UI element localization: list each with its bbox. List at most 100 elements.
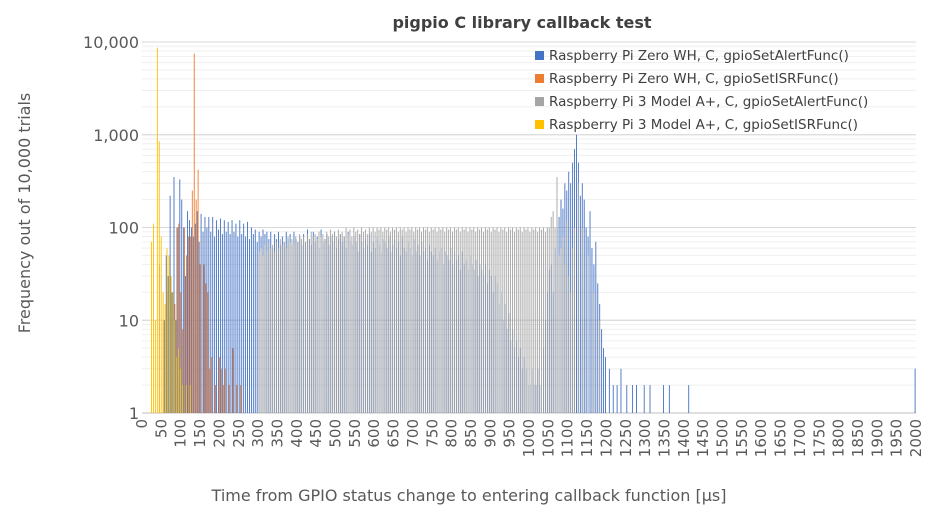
y-tick-label: 10,000 bbox=[83, 33, 139, 52]
bar bbox=[183, 227, 185, 413]
bar bbox=[519, 227, 521, 413]
bar bbox=[169, 195, 171, 413]
bar bbox=[608, 368, 610, 413]
bar bbox=[189, 385, 191, 413]
bar bbox=[249, 239, 250, 413]
x-tick-label: 1350 bbox=[655, 419, 673, 457]
x-tick-label: 1750 bbox=[810, 419, 828, 457]
bar bbox=[206, 227, 208, 413]
x-tick-label: 400 bbox=[288, 419, 306, 448]
x-tick-label: 650 bbox=[385, 419, 403, 448]
bar bbox=[450, 227, 452, 413]
bar bbox=[368, 227, 370, 413]
bar bbox=[208, 216, 210, 413]
bar bbox=[328, 236, 330, 413]
x-tick-label: 850 bbox=[462, 419, 480, 448]
bar bbox=[430, 227, 432, 413]
bar bbox=[521, 231, 523, 413]
bar bbox=[222, 385, 224, 413]
bar bbox=[202, 231, 204, 413]
x-tick-label: 200 bbox=[210, 419, 228, 448]
bar bbox=[428, 231, 430, 413]
bar bbox=[240, 385, 242, 413]
bar bbox=[250, 227, 252, 413]
bar bbox=[195, 199, 197, 413]
bar bbox=[601, 329, 603, 413]
bar bbox=[232, 348, 234, 413]
bar bbox=[552, 211, 554, 413]
bar bbox=[322, 234, 324, 413]
bar bbox=[281, 244, 283, 413]
bar bbox=[471, 229, 473, 413]
bar bbox=[452, 231, 453, 413]
bar bbox=[469, 227, 471, 413]
bar bbox=[215, 385, 216, 413]
bar bbox=[486, 229, 488, 413]
bar bbox=[577, 183, 579, 413]
bar bbox=[335, 236, 337, 413]
bar bbox=[178, 223, 180, 413]
bar bbox=[172, 292, 174, 413]
bar bbox=[366, 234, 368, 413]
bar bbox=[392, 227, 393, 413]
x-tick-label: 250 bbox=[230, 419, 248, 448]
bar bbox=[546, 227, 548, 413]
bar bbox=[164, 303, 166, 413]
bar bbox=[345, 227, 347, 413]
bar bbox=[512, 227, 513, 413]
bar bbox=[566, 220, 568, 413]
bar bbox=[419, 227, 421, 413]
bar bbox=[318, 231, 320, 413]
legend-label-1: Raspberry Pi Zero WH, C, gpioSetISRFunc(… bbox=[549, 71, 839, 87]
bar bbox=[558, 255, 560, 413]
bar bbox=[332, 234, 333, 413]
bar bbox=[475, 231, 477, 413]
bar bbox=[502, 229, 504, 413]
bar bbox=[153, 223, 154, 413]
bar bbox=[156, 47, 158, 413]
bar bbox=[589, 211, 591, 413]
bar bbox=[218, 357, 220, 413]
bar bbox=[384, 227, 386, 413]
bar bbox=[165, 255, 167, 413]
bar bbox=[235, 223, 237, 413]
x-tick-label: 1100 bbox=[559, 419, 577, 457]
y-tick-label: 100 bbox=[108, 219, 139, 238]
bar bbox=[266, 251, 268, 413]
bar bbox=[347, 234, 349, 413]
bar bbox=[163, 320, 165, 413]
bar bbox=[448, 229, 450, 413]
bar bbox=[587, 255, 589, 413]
bar bbox=[564, 264, 566, 413]
bar bbox=[556, 177, 558, 413]
legend-label-2: Raspberry Pi 3 Model A+, C, gpioSetAlert… bbox=[549, 94, 868, 110]
bar bbox=[314, 234, 316, 413]
bar bbox=[184, 227, 186, 413]
bar bbox=[194, 223, 196, 413]
bar bbox=[405, 231, 407, 413]
bar bbox=[496, 227, 498, 413]
bar bbox=[151, 241, 152, 413]
bar bbox=[542, 227, 544, 413]
x-tick-label: 1550 bbox=[733, 419, 751, 457]
bar bbox=[237, 236, 239, 413]
bar bbox=[341, 231, 343, 413]
bar bbox=[247, 221, 248, 413]
bar bbox=[477, 227, 479, 413]
bar bbox=[434, 227, 436, 413]
bar bbox=[576, 134, 577, 413]
bar bbox=[446, 227, 448, 413]
x-tick-label: 1450 bbox=[694, 419, 712, 457]
bar bbox=[223, 220, 225, 413]
x-tick-label: 1150 bbox=[578, 419, 596, 457]
bar bbox=[262, 255, 264, 413]
bar bbox=[417, 229, 419, 413]
bar bbox=[537, 231, 539, 413]
x-tick-label: 300 bbox=[249, 419, 267, 448]
x-tick-label: 1050 bbox=[539, 419, 557, 457]
bar bbox=[272, 244, 273, 413]
bar bbox=[330, 229, 332, 413]
x-axis-title: Time from GPIO status change to entering… bbox=[211, 486, 727, 505]
bar bbox=[224, 368, 226, 413]
bar bbox=[399, 227, 401, 413]
